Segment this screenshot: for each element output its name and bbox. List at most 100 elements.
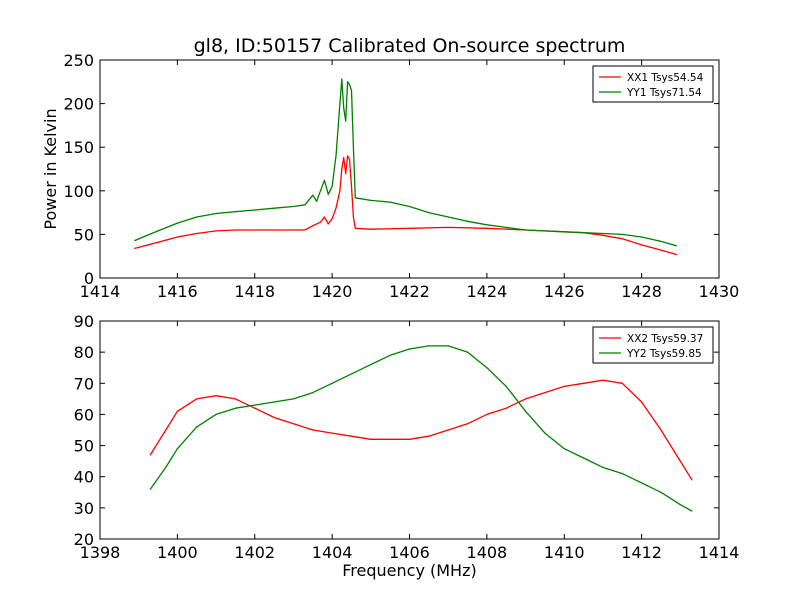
data-point: [273, 207, 275, 209]
series-line-yy1: [134, 78, 677, 247]
x-tick-label: 1414: [699, 543, 740, 562]
data-point: [273, 229, 275, 231]
data-point: [335, 155, 337, 157]
data-point: [292, 398, 295, 400]
data-point: [341, 168, 343, 170]
data-point: [582, 457, 585, 459]
data-point: [428, 345, 430, 347]
data-point: [331, 218, 333, 220]
data-point: [408, 438, 411, 440]
legend-box: [592, 326, 714, 364]
data-point: [447, 429, 449, 431]
data-point: [486, 413, 488, 416]
x-tick-label: 1418: [234, 282, 275, 301]
data-point: [196, 426, 198, 428]
data-point: [234, 229, 237, 231]
data-point: [660, 429, 662, 431]
data-point: [641, 236, 643, 238]
legend-label: YY2 Tsys59.85: [626, 348, 702, 360]
x-tick-label: 1410: [544, 543, 585, 562]
data-point: [544, 392, 546, 394]
y-tick-label: 90: [74, 312, 94, 331]
y-tick-label: 50: [74, 437, 94, 456]
data-point: [428, 435, 430, 437]
data-point: [157, 230, 159, 232]
data-point: [602, 379, 604, 381]
data-point: [348, 158, 351, 161]
data-point: [134, 239, 136, 242]
data-point: [675, 253, 678, 256]
y-tick-label: 60: [74, 405, 94, 424]
data-point: [447, 345, 449, 347]
data-point: [621, 233, 623, 235]
y-tick-label: 30: [74, 499, 94, 518]
data-point: [641, 482, 643, 484]
legend-label: XX1 Tsys54.54: [627, 72, 704, 84]
x-tick-label: 1402: [234, 543, 275, 562]
data-point: [486, 227, 488, 229]
data-point: [134, 247, 136, 249]
y-tick-label: 20: [74, 530, 94, 549]
data-point: [350, 373, 353, 375]
data-point: [466, 423, 469, 425]
y-tick-label: 250: [63, 51, 94, 70]
data-point: [254, 209, 256, 211]
x-tick-label: 1426: [544, 282, 585, 301]
y-tick-label: 200: [63, 95, 94, 114]
legend-label: YY1 Tsys71.54: [626, 87, 702, 99]
data-point: [234, 407, 237, 409]
data-point: [347, 81, 349, 83]
data-point: [691, 510, 693, 512]
data-point: [331, 185, 333, 188]
data-point: [354, 227, 356, 229]
data-point: [319, 190, 322, 192]
x-tick-label: 1424: [467, 282, 508, 301]
data-point: [341, 78, 343, 80]
data-point: [602, 466, 604, 468]
series-points-xx2: [149, 379, 693, 481]
data-point: [691, 479, 693, 481]
data-point: [215, 230, 217, 232]
series-points-yy2: [149, 345, 693, 512]
data-point: [312, 194, 314, 196]
data-point: [196, 232, 198, 235]
data-point: [312, 225, 314, 227]
data-point: [370, 228, 372, 230]
data-point: [544, 230, 546, 232]
data-point: [323, 179, 325, 181]
series-line-yy2: [149, 345, 693, 512]
data-point: [370, 364, 372, 366]
data-point: [323, 216, 325, 218]
data-point: [343, 157, 345, 159]
y-tick-label: 0: [84, 269, 94, 288]
data-point: [486, 367, 488, 369]
y-tick-label: 80: [74, 343, 94, 362]
data-point: [215, 395, 217, 397]
data-point: [563, 385, 565, 387]
x-tick-label: 1404: [312, 543, 353, 562]
y-axis-label: Power in Kelvin: [41, 108, 60, 229]
legend-box: [592, 65, 714, 103]
data-point: [660, 491, 662, 493]
data-point: [196, 216, 198, 218]
data-point: [176, 448, 178, 450]
data-point: [339, 103, 341, 105]
data-point: [254, 404, 256, 406]
data-point: [327, 193, 329, 195]
data-point: [343, 107, 345, 109]
data-point: [408, 227, 411, 229]
data-point: [370, 438, 372, 440]
data-point: [304, 229, 306, 231]
data-point: [389, 438, 391, 440]
data-point: [602, 232, 604, 235]
data-point: [428, 212, 430, 214]
x-tick-label: 1430: [699, 282, 740, 301]
data-point: [176, 222, 178, 224]
data-point: [273, 401, 275, 403]
data-point: [389, 201, 391, 203]
data-point: [176, 236, 178, 238]
data-point: [165, 466, 167, 468]
chart-title: gl8, ID:50157 Calibrated On-source spect…: [194, 35, 626, 57]
